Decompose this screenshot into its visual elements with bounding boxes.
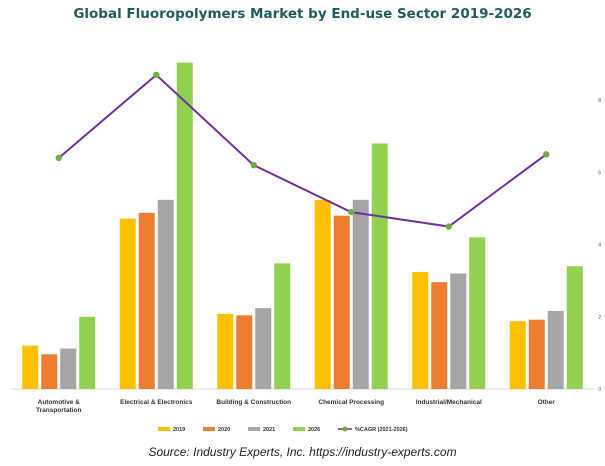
chart-title: Global Fluoropolymers Market by End-use … <box>73 6 532 22</box>
bar-2021-3 <box>255 308 272 389</box>
cagr-point-5 <box>445 223 452 230</box>
bar-2020-3 <box>236 315 253 389</box>
x-label-3: Building & Construction <box>216 399 291 406</box>
x-axis-labels: Automotive & Transportation Electrical & E… <box>36 399 555 414</box>
bar-2019-4 <box>314 199 331 389</box>
x-label-4: Chemical Processing <box>318 399 384 406</box>
legend-label-cagr: %CAGR (2021-2026) <box>355 427 408 433</box>
legend-swatch-2020 <box>203 427 215 431</box>
legend-swatch-2026 <box>293 427 305 431</box>
source-note: Source: Industry Experts, Inc. https://i… <box>148 445 457 459</box>
x-label-5: Industrial/Mechanical <box>416 399 482 406</box>
bar-2020-1 <box>41 354 58 389</box>
bar-2026-4 <box>371 143 388 389</box>
bar-2021-6 <box>547 311 564 389</box>
cagr-line-group <box>55 71 550 230</box>
legend-label-2026: 2026 <box>308 427 320 433</box>
bar-2021-1 <box>60 348 77 389</box>
x-label-1: Automotive & Transportation <box>36 399 82 414</box>
legend: 2019 2020 2021 2026 %CAGR (2021-2026) <box>158 426 408 433</box>
cagr-point-6 <box>543 151 550 158</box>
legend-swatch-2019 <box>158 427 170 431</box>
legend-label-2021: 2021 <box>263 427 275 433</box>
legend-label-2020: 2020 <box>218 427 230 433</box>
bar-2026-3 <box>274 263 291 389</box>
legend-marker-cagr <box>342 426 348 432</box>
right-tick-2: 2 <box>598 315 601 321</box>
x-label-2: Electrical & Electronics <box>120 399 193 406</box>
right-tick-6: 6 <box>598 170 601 176</box>
bar-2019-1 <box>22 345 39 389</box>
cagr-point-2 <box>153 71 160 79</box>
right-tick-4: 4 <box>598 243 601 249</box>
bar-2019-3 <box>217 313 234 389</box>
bar-2021-5 <box>450 273 467 389</box>
bar-2026-6 <box>566 266 583 389</box>
cagr-point-3 <box>250 161 257 169</box>
right-tick-8: 8 <box>598 98 601 104</box>
bar-2020-4 <box>333 215 350 389</box>
legend-label-2019: 2019 <box>173 427 185 433</box>
cagr-line <box>58 73 547 228</box>
bar-2021-2 <box>157 199 174 389</box>
bar-2019-5 <box>412 272 429 389</box>
right-axis-ticks: 0 2 4 6 8 <box>598 98 601 393</box>
x-label-6: Other <box>538 399 556 406</box>
bar-2019-2 <box>119 218 136 389</box>
cagr-point-1 <box>55 154 62 162</box>
bar-2020-6 <box>528 319 545 389</box>
bar-2020-5 <box>431 282 448 389</box>
bar-2026-2 <box>176 62 193 389</box>
legend-swatch-2021 <box>248 427 260 431</box>
bar-2020-2 <box>138 212 155 389</box>
bar-2019-6 <box>509 321 526 389</box>
bar-2026-5 <box>469 237 486 389</box>
bar-2021-4 <box>352 199 369 389</box>
cagr-point-4 <box>348 208 355 216</box>
bar-2026-1 <box>79 316 96 389</box>
bars-group <box>22 62 583 389</box>
right-tick-0: 0 <box>598 387 601 393</box>
